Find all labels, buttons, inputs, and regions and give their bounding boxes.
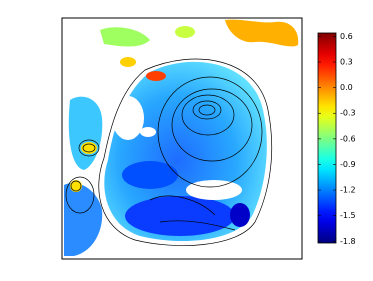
field-region <box>68 96 103 170</box>
gap <box>112 96 144 140</box>
warm-patch <box>100 27 150 47</box>
colorbar-tick-label: 0.6 <box>340 32 353 41</box>
colorbar-tick-label: 0.3 <box>340 58 353 67</box>
warm-patch <box>120 57 136 67</box>
map-image <box>64 19 299 256</box>
warm-patch <box>225 19 299 47</box>
colorbar-scale <box>317 32 337 244</box>
deep-region <box>122 161 178 189</box>
field-region <box>64 182 103 256</box>
colorbar-tick-label: -0.3 <box>340 109 356 118</box>
warm-patch <box>70 180 82 192</box>
colorbar-tick-label: -1.8 <box>340 237 356 246</box>
gap <box>186 180 242 200</box>
colorbar-tick-label: -1.5 <box>340 211 356 220</box>
colorbar-tick-label: 0.0 <box>340 83 353 92</box>
warm-patch <box>175 26 195 38</box>
contours <box>65 58 273 246</box>
axes-frame <box>61 17 303 260</box>
deep-region <box>230 203 250 227</box>
deep-region <box>125 196 235 236</box>
colorbar: 0.6 0.3 0.0 -0.3 -0.6 -0.9 -1.2 -1.5 -1.8 <box>317 32 356 246</box>
gap <box>140 127 156 137</box>
colorbar-tick-label: -0.9 <box>340 160 356 169</box>
warm-patch <box>146 71 166 81</box>
colorbar-tick-label: -0.6 <box>340 134 356 143</box>
colorbar-tick-label: -1.2 <box>340 186 356 195</box>
